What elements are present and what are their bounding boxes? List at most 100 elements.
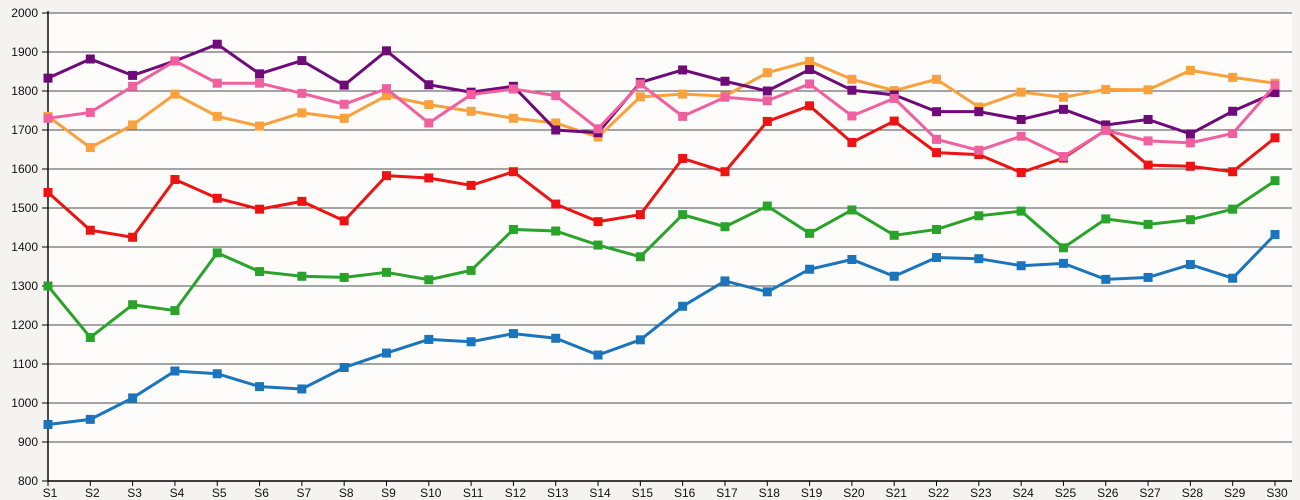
data-point-red-S11 [466,180,476,190]
series-blue [43,230,1280,429]
data-point-pink-S21 [889,93,899,103]
data-point-blue-S8 [339,363,349,373]
data-point-pink-S3 [128,81,138,91]
data-point-purple-S25 [1058,104,1068,114]
data-point-purple-S26 [1101,120,1111,130]
data-point-orange-S8 [339,113,349,123]
x-tick-label: S12 [505,486,527,500]
data-point-orange-S2 [85,143,95,153]
data-point-green-S16 [678,210,688,220]
data-point-blue-S7 [297,384,307,394]
data-point-red-S22 [932,148,942,158]
data-point-pink-S15 [635,79,645,89]
data-point-orange-S18 [762,68,772,78]
data-point-blue-S15 [635,335,645,345]
data-point-green-S5 [212,248,222,258]
data-point-green-S18 [762,201,772,211]
x-tick-label: S1 [43,486,58,500]
data-point-green-S23 [974,211,984,221]
data-point-pink-S8 [339,99,349,109]
data-point-pink-S16 [678,111,688,121]
data-point-green-S26 [1101,214,1111,224]
data-point-orange-S6 [255,121,265,131]
y-tick-label: 1000 [11,396,38,410]
data-point-pink-S1 [43,113,53,123]
y-tick-label: 800 [18,474,38,488]
x-axis-labels: S1 S2 S3 S4 S5 S6 S7 S8 S9 S10 S11 S12 S13 S14 S15 S16 S… [43,481,1288,500]
data-point-pink-S19 [805,79,815,89]
y-tick-label: 1800 [11,84,38,98]
x-tick-label: S10 [420,486,442,500]
data-point-red-S4 [170,175,180,185]
data-point-blue-S28 [1185,260,1195,270]
data-point-blue-S10 [424,334,434,344]
data-point-red-S5 [212,193,222,203]
data-point-orange-S23 [974,102,984,112]
data-point-purple-S6 [255,69,265,79]
data-point-green-S13 [551,226,561,236]
data-point-orange-S20 [847,74,857,84]
data-point-purple-S16 [678,65,688,75]
series-line-orange [47,59,1276,150]
data-point-red-S17 [720,167,730,177]
series-line-pink [47,59,1277,159]
data-point-red-S10 [424,173,434,183]
data-point-pink-S13 [551,91,561,101]
data-point-blue-S3 [128,393,138,403]
data-point-blue-S17 [720,276,730,286]
y-tick-label: 1600 [11,162,38,176]
data-point-pink-S2 [85,107,95,117]
data-point-green-S9 [381,267,391,277]
data-point-purple-S5 [212,39,222,49]
data-point-green-S29 [1228,204,1238,214]
data-point-red-S7 [297,196,307,206]
data-point-pink-S7 [297,88,307,98]
data-point-pink-S12 [508,84,518,94]
y-axis-labels: 800 900 1000 1100 1200 1300 1400 1500 1600 1700 18… [11,6,38,488]
data-point-red-S3 [128,232,138,242]
x-tick-label: S4 [170,486,185,500]
data-point-red-S24 [1016,168,1026,178]
data-point-orange-S29 [1228,72,1238,82]
data-point-red-S29 [1228,167,1238,177]
data-point-blue-S20 [847,254,857,264]
data-point-red-S27 [1143,160,1153,170]
data-point-purple-S8 [339,80,349,90]
data-point-pink-S5 [212,78,222,88]
data-point-blue-S14 [593,350,603,360]
data-point-purple-S22 [932,107,942,117]
x-tick-label: S5 [212,486,227,500]
data-point-green-S21 [889,230,899,240]
data-point-green-S20 [847,205,857,215]
data-point-purple-S3 [128,70,138,80]
data-point-blue-S23 [974,254,984,264]
data-point-red-S21 [889,116,899,126]
data-point-orange-S7 [297,108,307,118]
data-point-orange-S5 [212,111,222,121]
data-point-red-S15 [635,210,645,220]
x-tick-label: S13 [547,486,569,500]
data-point-blue-S30 [1270,230,1280,240]
data-point-purple-S27 [1143,114,1153,124]
x-tick-label: S2 [85,486,100,500]
data-point-pink-S6 [255,78,265,88]
data-point-red-S18 [762,116,772,126]
data-point-orange-S24 [1016,87,1026,97]
x-tick-label: S30 [1266,486,1288,500]
data-point-red-S20 [847,137,857,147]
data-point-green-S24 [1016,206,1026,216]
data-point-purple-S19 [805,65,815,75]
data-point-green-S2 [85,332,95,342]
data-point-orange-S16 [678,89,688,99]
data-point-pink-S22 [932,134,942,144]
data-point-purple-S10 [424,80,434,90]
data-point-pink-S18 [762,96,772,106]
data-point-red-S28 [1185,161,1195,171]
data-point-purple-S13 [551,125,561,135]
data-point-blue-S22 [932,253,942,263]
data-point-green-S1 [43,281,53,291]
data-point-purple-S17 [720,76,730,86]
x-tick-label: S8 [339,486,354,500]
data-point-blue-S16 [678,301,688,311]
